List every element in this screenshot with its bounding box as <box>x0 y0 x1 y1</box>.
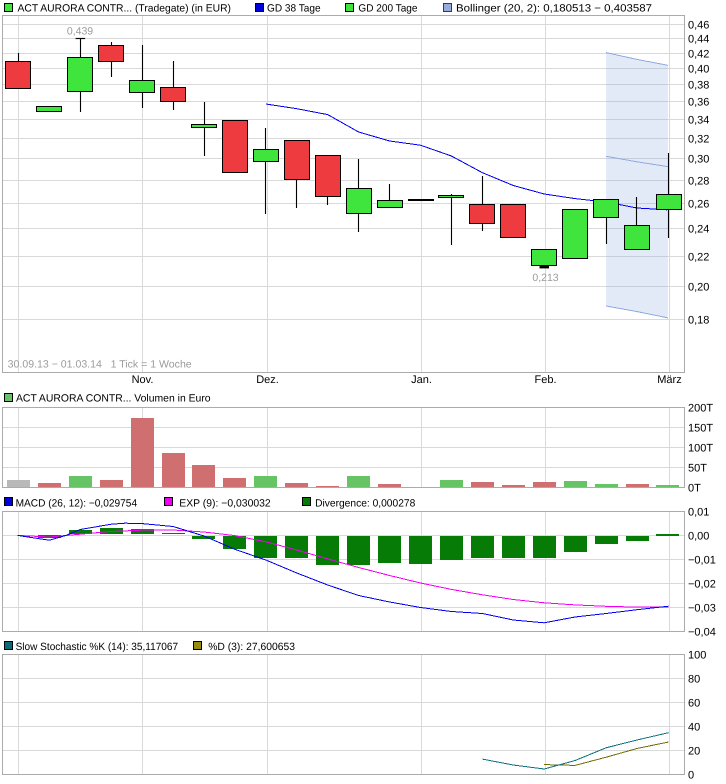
svg-text:100: 100 <box>688 650 706 662</box>
svg-text:Divergence: 0,000278: Divergence: 0,000278 <box>315 498 415 510</box>
svg-text:Feb.: Feb. <box>534 374 556 386</box>
svg-text:0,30: 0,30 <box>688 154 709 166</box>
svg-text:0,36: 0,36 <box>688 97 709 109</box>
svg-text:0: 0 <box>688 770 694 782</box>
svg-text:EXP (9): −0,030032: EXP (9): −0,030032 <box>179 498 271 510</box>
svg-text:150T: 150T <box>688 423 713 435</box>
svg-text:Bollinger (20, 2): 0,180513 −: Bollinger (20, 2): 0,180513 − 0,403587 <box>456 3 652 15</box>
svg-text:0,439: 0,439 <box>67 26 93 38</box>
svg-text:%D (3): 27,600653: %D (3): 27,600653 <box>208 641 295 653</box>
svg-text:0,44: 0,44 <box>688 34 709 46</box>
svg-text:Jan.: Jan. <box>411 374 432 386</box>
svg-text:0,18: 0,18 <box>688 315 709 327</box>
svg-text:0,24: 0,24 <box>688 224 709 236</box>
svg-text:Dez.: Dez. <box>256 374 279 386</box>
svg-text:Nov.: Nov. <box>132 374 154 386</box>
svg-text:0,213: 0,213 <box>532 272 558 284</box>
svg-text:100T: 100T <box>688 443 713 455</box>
svg-text:0,32: 0,32 <box>688 134 709 146</box>
svg-text:0,00: 0,00 <box>688 531 709 543</box>
svg-text:0,22: 0,22 <box>688 252 709 264</box>
svg-text:ACT AURORA CONTR... (Tradegate: ACT AURORA CONTR... (Tradegate) (in EUR) <box>18 3 232 15</box>
svg-text:−0,01: −0,01 <box>688 555 716 567</box>
svg-text:GD 38 Tage: GD 38 Tage <box>267 3 321 15</box>
svg-text:30.09.13 − 01.03.14 1 Tick =: 30.09.13 − 01.03.14 1 Tick = 1 Woche <box>8 359 192 371</box>
svg-text:0,40: 0,40 <box>688 64 709 76</box>
svg-text:0,46: 0,46 <box>688 20 709 32</box>
svg-text:40: 40 <box>688 722 700 734</box>
svg-text:60: 60 <box>688 698 700 710</box>
svg-text:ACT AURORA CONTR... Volumen in: ACT AURORA CONTR... Volumen in Euro <box>16 393 211 405</box>
svg-text:März: März <box>657 374 681 386</box>
svg-text:Slow Stochastic %K (14): 35,11: Slow Stochastic %K (14): 35,117067 <box>16 641 179 653</box>
svg-text:GD 200 Tage: GD 200 Tage <box>358 3 417 15</box>
svg-text:0,34: 0,34 <box>688 115 709 127</box>
svg-text:200T: 200T <box>688 403 713 415</box>
svg-text:0,38: 0,38 <box>688 80 709 92</box>
svg-text:MACD (26, 12): −0,029754: MACD (26, 12): −0,029754 <box>16 498 138 510</box>
svg-text:0,01: 0,01 <box>688 507 709 519</box>
svg-text:0,42: 0,42 <box>688 49 709 61</box>
svg-text:0T: 0T <box>688 483 701 495</box>
svg-text:80: 80 <box>688 674 700 686</box>
svg-text:−0,02: −0,02 <box>688 579 716 591</box>
svg-text:20: 20 <box>688 746 700 758</box>
svg-text:0,28: 0,28 <box>688 176 709 188</box>
svg-text:0,26: 0,26 <box>688 199 709 211</box>
svg-text:0,20: 0,20 <box>688 282 709 294</box>
svg-text:−0,03: −0,03 <box>688 603 716 615</box>
svg-text:50T: 50T <box>688 463 707 475</box>
svg-text:−0,04: −0,04 <box>688 627 716 639</box>
